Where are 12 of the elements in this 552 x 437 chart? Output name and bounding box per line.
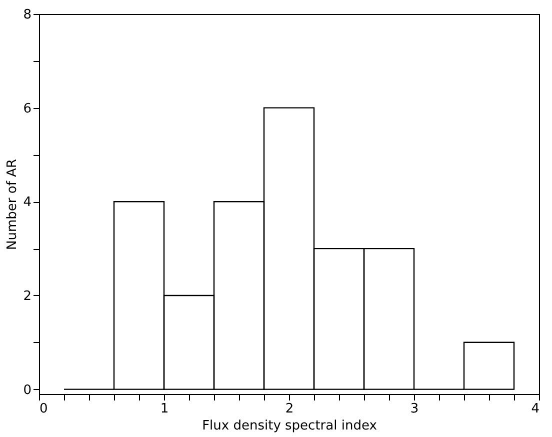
y-tick-label: 2 bbox=[23, 288, 32, 304]
x-axis-title: Flux density spectral index bbox=[202, 418, 378, 434]
x-tick-label: 2 bbox=[285, 402, 294, 416]
x-tick-label: 3 bbox=[410, 402, 419, 416]
y-tick-label: 4 bbox=[23, 195, 32, 210]
x-tick-label: 4 bbox=[531, 402, 540, 416]
x-tick-label: 1 bbox=[160, 402, 169, 416]
y-tick-label: 6 bbox=[23, 101, 32, 116]
y-tick-label: 0 bbox=[23, 382, 32, 398]
y-tick-label: 8 bbox=[23, 8, 32, 22]
y-axis-title: Number of AR bbox=[5, 159, 20, 250]
x-tick-label: 0 bbox=[40, 402, 48, 416]
